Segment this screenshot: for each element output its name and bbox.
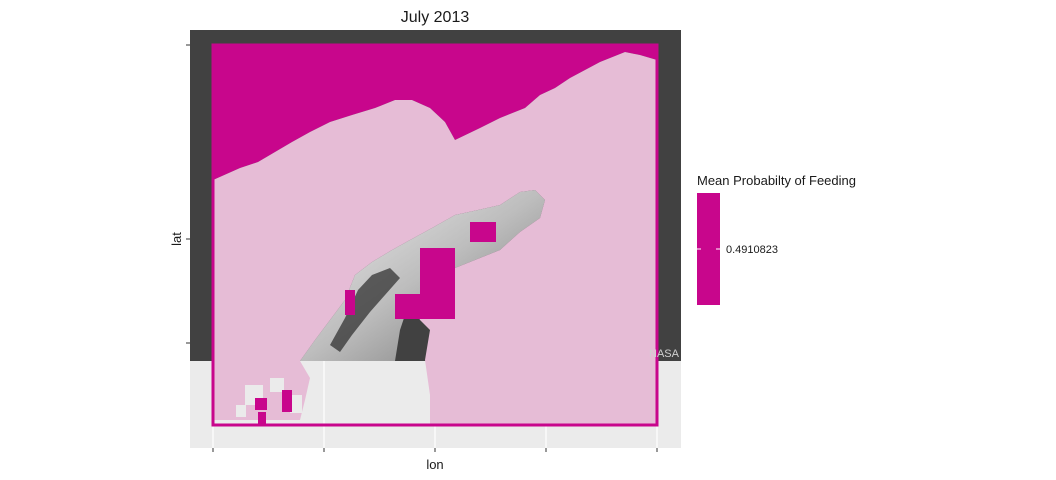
plot-panel: NASA <box>190 30 681 448</box>
legend-title: Mean Probabilty of Feeding <box>697 173 856 188</box>
high-prob-region-north <box>213 45 657 180</box>
high-prob-patches <box>255 222 496 424</box>
legend-color-bar <box>697 193 720 305</box>
low-prob-region <box>213 52 657 425</box>
basemap-attribution: NASA <box>649 348 680 360</box>
chart-title: July 2013 <box>401 9 470 26</box>
grid-outline <box>211 43 659 427</box>
legend-value-label: 0.4910823 <box>726 244 778 256</box>
peninsula-ridge <box>330 268 400 352</box>
legend: Mean Probabilty of Feeding 0.4910823 <box>697 173 856 305</box>
y-axis-label: lat <box>169 232 184 246</box>
land-gaps <box>236 378 302 417</box>
x-axis-label: lon <box>426 457 443 472</box>
axis-ticks <box>186 44 658 452</box>
